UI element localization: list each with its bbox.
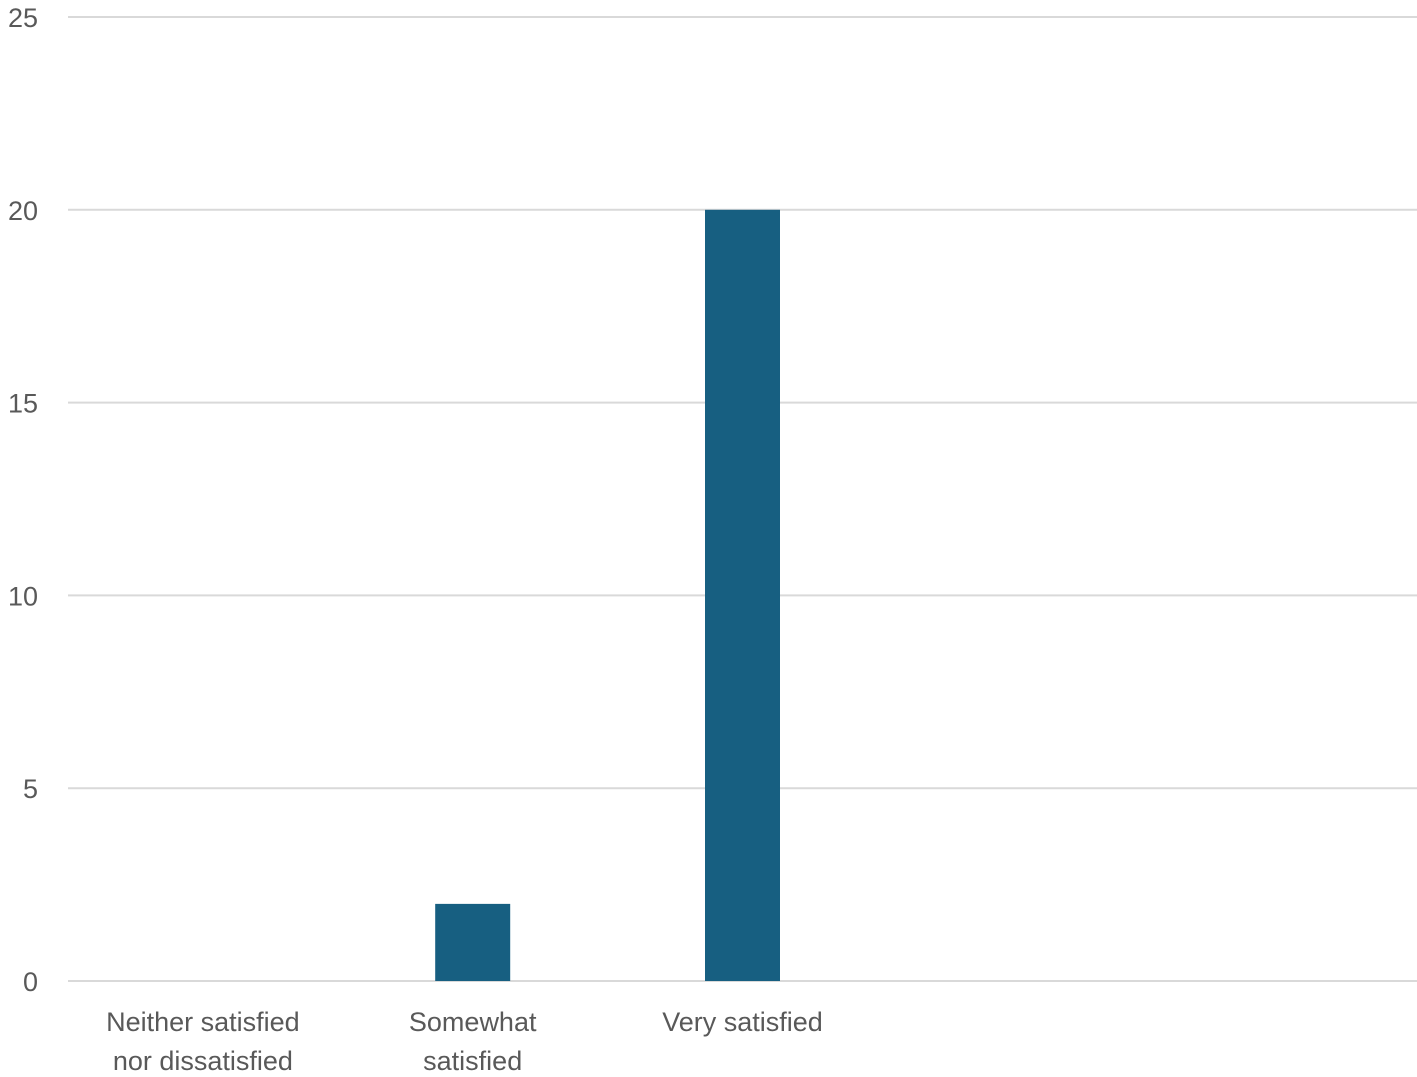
x-category-label: Neither satisfied (106, 1007, 300, 1037)
y-tick-label: 10 (8, 581, 38, 611)
y-axis-tick-labels: 0 5 10 15 20 25 (8, 3, 38, 997)
x-axis-category-labels: Neither satisfied nor dissatisfied Somewha… (106, 1007, 823, 1076)
x-category-label: satisfied (423, 1046, 522, 1076)
y-tick-label: 25 (8, 3, 38, 33)
y-tick-label: 5 (23, 774, 38, 804)
bar-2 (705, 209, 780, 982)
bar-1 (435, 903, 511, 981)
bars (435, 209, 780, 982)
x-category-label: Somewhat (409, 1007, 537, 1037)
y-tick-label: 15 (8, 389, 38, 419)
x-category-label: Very satisfied (662, 1007, 823, 1037)
y-tick-label: 20 (8, 196, 38, 226)
x-category-label: nor dissatisfied (113, 1046, 293, 1076)
y-tick-label: 0 (23, 967, 38, 997)
